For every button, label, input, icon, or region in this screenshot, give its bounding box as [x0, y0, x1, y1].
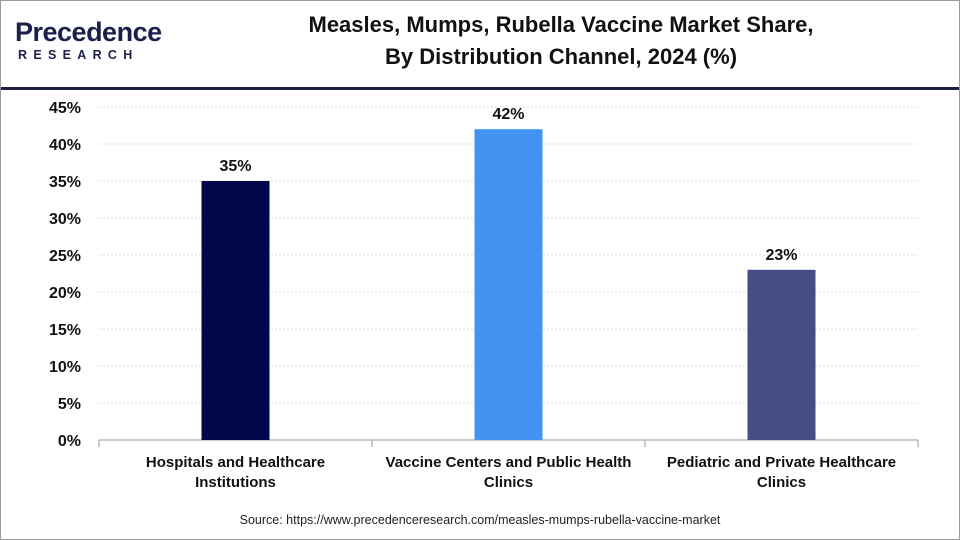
x-tick-label: Pediatric and Private Healthcare: [667, 454, 896, 471]
x-tick-label: Clinics: [484, 474, 533, 491]
x-tick-label: Institutions: [195, 474, 276, 491]
bar: [474, 129, 543, 440]
bar: [201, 181, 270, 440]
chart-title-line-2: By Distribution Channel, 2024 (%): [384, 44, 738, 69]
chart-title-line-1: Measles, Mumps, Rubella Vaccine Market S…: [308, 12, 814, 37]
y-tick-label: 25%: [49, 248, 81, 265]
x-tick-label: Hospitals and Healthcare: [146, 454, 325, 471]
y-tick-label: 10%: [49, 359, 81, 376]
header: Precedence RESEARCH Measles, Mumps, Rube…: [1, 1, 959, 87]
bar: [747, 269, 816, 440]
x-tick-label: Clinics: [757, 474, 806, 491]
y-tick-label: 0%: [58, 433, 81, 450]
y-tick-label: 15%: [49, 322, 81, 339]
header-divider: [1, 87, 959, 90]
x-tick-label: Vaccine Centers and Public Health: [386, 454, 632, 471]
brand-logo: Precedence RESEARCH: [15, 17, 165, 67]
y-tick-label: 45%: [49, 100, 81, 117]
y-tick-label: 5%: [58, 396, 81, 413]
logo-wordmark: Precedence: [15, 17, 162, 47]
source-note: Source: https://www.precedenceresearch.c…: [239, 513, 721, 527]
bar-chart: 0% 5% 10% 15% 20% 25% 30% 35% 40% 45% 35% Hospitals…: [49, 100, 919, 491]
y-tick-label: 30%: [49, 211, 81, 228]
chart-title: Measles, Mumps, Rubella Vaccine Market S…: [241, 9, 881, 73]
data-label: 35%: [219, 158, 251, 175]
y-tick-label: 35%: [49, 174, 81, 191]
y-tick-label: 40%: [49, 137, 81, 154]
logo-subtitle: RESEARCH: [18, 48, 139, 62]
y-tick-label: 20%: [49, 285, 81, 302]
data-label: 23%: [765, 247, 797, 264]
data-label: 42%: [492, 106, 524, 123]
